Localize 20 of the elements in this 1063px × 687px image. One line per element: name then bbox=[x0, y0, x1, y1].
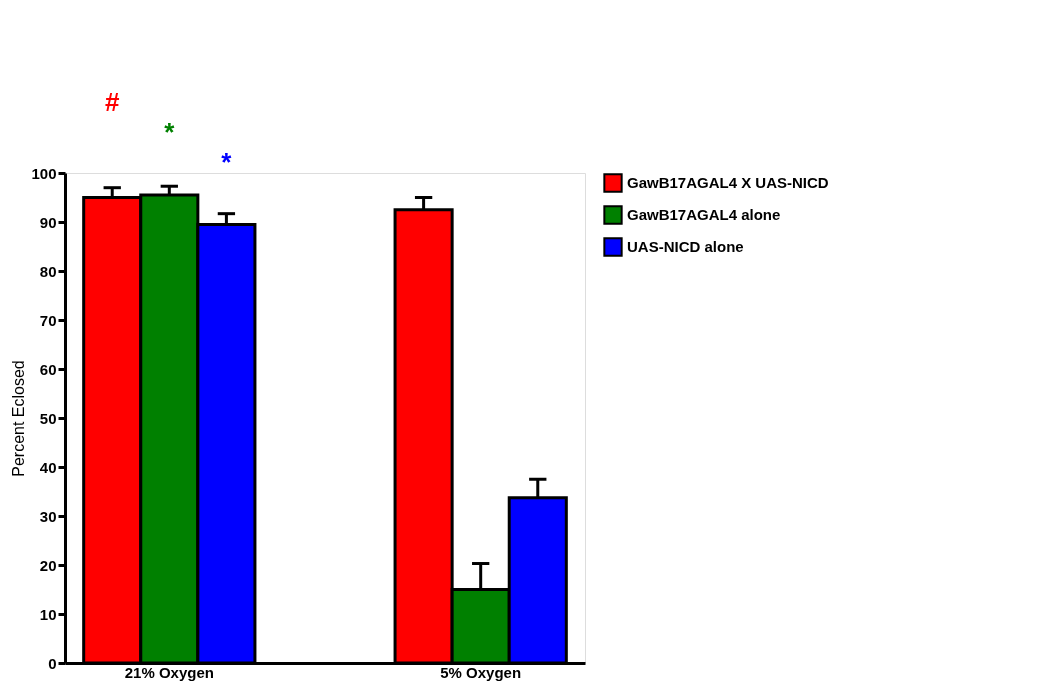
y-tick-label: 60 bbox=[39, 360, 57, 378]
x-tick-label: 21% Oxygen bbox=[124, 663, 214, 681]
annotation: * bbox=[221, 147, 233, 177]
y-tick-label: 90 bbox=[39, 213, 57, 231]
legend-label: GawB17AGAL4 alone bbox=[627, 206, 781, 223]
text: # bbox=[104, 87, 120, 117]
y-tick-label: 80 bbox=[39, 262, 57, 280]
text: * bbox=[164, 117, 176, 147]
y-tick-label: 40 bbox=[39, 458, 57, 476]
y-tick-label: 50 bbox=[39, 409, 57, 427]
y-tick-label: 20 bbox=[39, 556, 57, 574]
y-axis-title: Percent Eclosed bbox=[10, 360, 28, 477]
y-tick-label: 10 bbox=[39, 605, 57, 623]
y-tick-label: 0 bbox=[48, 654, 57, 672]
legend-label: GawB17AGAL4 X UAS-NICD bbox=[627, 174, 829, 191]
y-tick-label: 30 bbox=[39, 507, 57, 525]
y-tick-label: 100 bbox=[31, 164, 57, 182]
x-tick-label: 5% Oxygen bbox=[440, 663, 522, 681]
legend-label: UAS-NICD alone bbox=[627, 238, 744, 255]
y-tick-label: 70 bbox=[39, 311, 57, 329]
